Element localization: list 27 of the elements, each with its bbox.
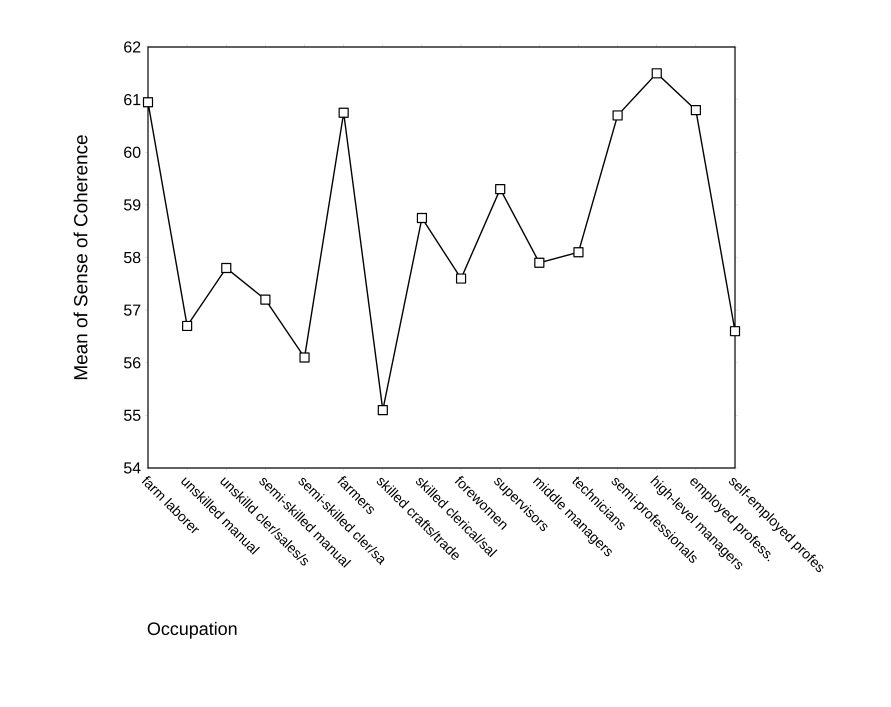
point bbox=[142, 97, 154, 108]
point bbox=[299, 352, 310, 363]
point bbox=[338, 108, 349, 118]
point bbox=[730, 326, 740, 336]
y-tick-label: 55 bbox=[124, 410, 140, 421]
x-axis-title: Occupation bbox=[148, 622, 236, 639]
point bbox=[416, 212, 428, 224]
y-tick-label: 62 bbox=[124, 41, 140, 53]
point bbox=[182, 320, 192, 332]
point bbox=[221, 262, 232, 274]
y-tick-label: 54 bbox=[124, 462, 141, 474]
point bbox=[378, 405, 388, 416]
point bbox=[612, 110, 623, 121]
point bbox=[260, 294, 270, 305]
y-tick-label: 61 bbox=[124, 94, 140, 106]
y-tick-label: 58 bbox=[124, 252, 140, 264]
y-tick-label: 56 bbox=[124, 357, 140, 368]
point bbox=[534, 258, 544, 268]
y-tick-label: 59 bbox=[124, 199, 140, 211]
point bbox=[690, 105, 701, 116]
point bbox=[652, 68, 662, 78]
y-axis-title: Mean of Sense of Coherence bbox=[74, 135, 88, 380]
point bbox=[573, 247, 584, 258]
y-tick-label: 57 bbox=[124, 304, 140, 316]
point bbox=[495, 184, 506, 194]
y-tick-label: 60 bbox=[124, 146, 140, 158]
point bbox=[456, 273, 466, 284]
